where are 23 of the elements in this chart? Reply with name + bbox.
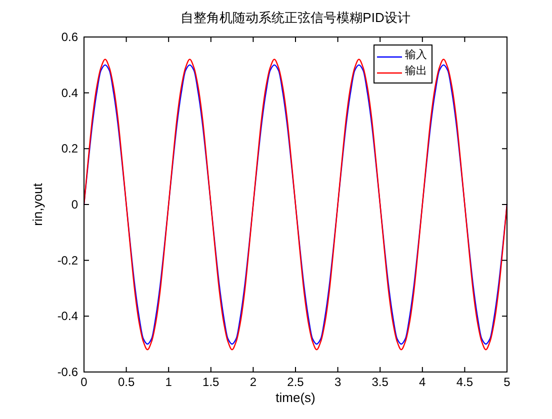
x-axis-title: time(s) <box>276 390 316 405</box>
y-tick-label: 0.6 <box>61 30 78 44</box>
legend-label: 输入 <box>405 48 427 61</box>
x-tick-label: 5 <box>504 375 511 389</box>
y-tick-label: -0.2 <box>57 253 78 268</box>
x-tick-label: 3.5 <box>372 375 389 389</box>
x-tick-label: 4.5 <box>456 375 474 389</box>
chart-title: 自整角机随动系统正弦信号模糊PID设计 <box>180 10 410 25</box>
y-tick-label: 0 <box>71 198 78 212</box>
legend-label: 输出 <box>405 64 427 77</box>
y-tick-label: 0.4 <box>61 86 78 100</box>
x-tick-label: 1.5 <box>202 375 220 389</box>
x-tick-label: 0.5 <box>118 375 135 389</box>
x-tick-label: 0 <box>80 375 88 389</box>
x-tick-label: 1 <box>165 375 172 389</box>
x-tick-label: 2.5 <box>287 375 304 389</box>
y-tick-label: -0.6 <box>57 365 78 379</box>
x-tick-label: 4 <box>419 375 426 389</box>
y-tick-label: 0.2 <box>61 142 78 156</box>
y-axis-title: rin,yout <box>30 182 45 226</box>
x-tick-label: 3 <box>334 375 342 389</box>
x-tick-label: 2 <box>250 375 257 389</box>
y-tick-label: -0.4 <box>57 309 78 324</box>
